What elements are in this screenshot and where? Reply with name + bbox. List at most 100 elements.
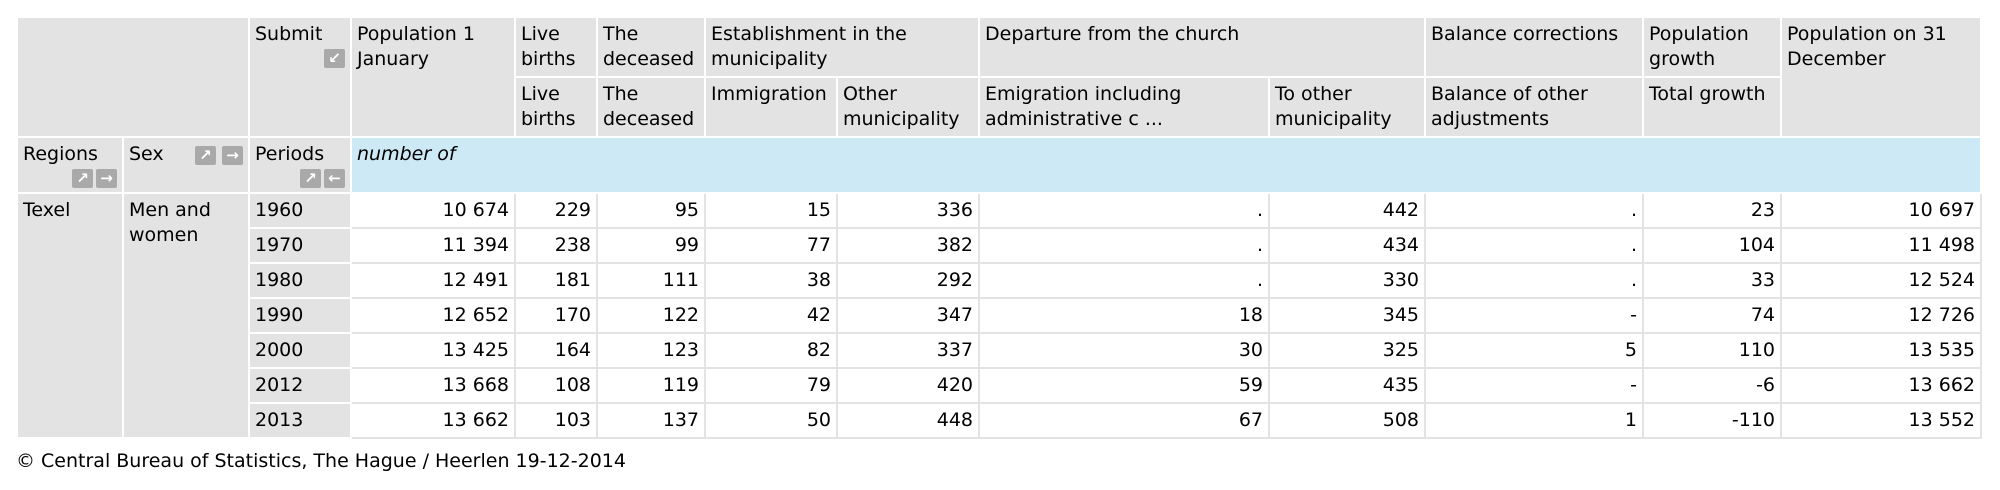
value-cell: 13 662 xyxy=(1780,367,1983,404)
value-cell: 13 668 xyxy=(350,367,516,404)
value-cell: 12 524 xyxy=(1780,262,1983,299)
arrow-right-icon[interactable]: → xyxy=(96,169,117,188)
subcol-deceased[interactable]: The deceased xyxy=(596,76,706,138)
value-cell: 10 697 xyxy=(1780,192,1983,229)
value-cell: 12 726 xyxy=(1780,297,1983,334)
dimension-row: Regions ↗ → Sex ↗ → Periods ↗ ← number o… xyxy=(16,136,1983,194)
value-cell: 18 xyxy=(978,297,1271,334)
value-cell: 325 xyxy=(1268,332,1427,369)
value-cell: 5 xyxy=(1424,332,1645,369)
value-cell: 330 xyxy=(1268,262,1427,299)
collapse-icon[interactable]: ↙ xyxy=(324,49,345,68)
value-cell: 508 xyxy=(1268,402,1427,439)
value-cell: 345 xyxy=(1268,297,1427,334)
value-cell: 59 xyxy=(978,367,1271,404)
value-cell: 420 xyxy=(835,367,981,404)
value-cell: -6 xyxy=(1642,367,1783,404)
value-cell: 104 xyxy=(1642,227,1783,264)
expand-icon[interactable]: ↗ xyxy=(300,169,321,188)
value-cell: 164 xyxy=(514,332,598,369)
copyright-footer: © Central Bureau of Statistics, The Hagu… xyxy=(16,450,626,472)
table-row: 2000 13 425 164 123 82 337 30 325 5 110 … xyxy=(17,332,1983,369)
value-cell: 382 xyxy=(835,227,981,264)
value-cell: 110 xyxy=(1642,332,1783,369)
value-cell: . xyxy=(1424,192,1645,229)
value-cell: 292 xyxy=(835,262,981,299)
value-cell: . xyxy=(978,227,1271,264)
value-cell: 337 xyxy=(835,332,981,369)
value-cell: 448 xyxy=(835,402,981,439)
dim-periods-label: Periods xyxy=(255,143,325,165)
subcol-balance-other-adjustments[interactable]: Balance of other adjustments xyxy=(1424,76,1645,138)
arrow-right-icon[interactable]: → xyxy=(222,146,243,165)
value-cell: 79 xyxy=(704,367,838,404)
value-cell: 82 xyxy=(704,332,838,369)
col-establishment[interactable]: Establishment in the municipality xyxy=(703,16,981,78)
dim-periods-cell: Periods ↗ ← xyxy=(248,136,352,194)
value-cell: 12 652 xyxy=(350,297,516,334)
subcol-emigration[interactable]: Emigration including administrative c ..… xyxy=(978,76,1271,138)
value-cell: 13 535 xyxy=(1780,332,1983,369)
header-row-1: Submit ↙ Population 1 January Live birth… xyxy=(16,16,1983,138)
region-cell: Texel xyxy=(16,192,124,439)
table-row: 2013 13 662 103 137 50 448 67 508 1 -110… xyxy=(17,402,1983,439)
col-departure[interactable]: Departure from the church xyxy=(978,16,1427,78)
col-population-31-december[interactable]: Population on 31 December xyxy=(1780,16,1983,138)
table-row: 1990 12 652 170 122 42 347 18 345 - 74 1… xyxy=(17,297,1983,334)
value-cell: . xyxy=(1424,262,1645,299)
value-cell: 67 xyxy=(978,402,1271,439)
expand-icon[interactable]: ↗ xyxy=(194,146,216,165)
value-cell: 12 491 xyxy=(350,262,516,299)
value-cell: 238 xyxy=(514,227,598,264)
value-cell: 181 xyxy=(514,262,598,299)
table-row: Texel Men and women 1960 10 674 229 95 1… xyxy=(16,192,1983,439)
value-cell: 38 xyxy=(704,262,838,299)
col-balance-corrections[interactable]: Balance corrections xyxy=(1424,16,1645,78)
value-cell: - xyxy=(1424,367,1645,404)
expand-icon[interactable]: ↗ xyxy=(72,169,93,188)
statline-table-container: Submit ↙ Population 1 January Live birth… xyxy=(16,16,1983,439)
value-cell: 11 394 xyxy=(350,227,516,264)
header-row-2: Live births The deceased Immigration Oth… xyxy=(17,76,1981,138)
corner-cell xyxy=(16,16,250,138)
value-cell: 74 xyxy=(1642,297,1783,334)
value-cell: . xyxy=(1424,227,1645,264)
value-cell: 108 xyxy=(514,367,598,404)
col-population-1-january[interactable]: Population 1 January xyxy=(350,16,516,138)
value-cell: 23 xyxy=(1642,192,1783,229)
value-cell: 13 552 xyxy=(1780,402,1983,439)
value-cell: 122 xyxy=(596,297,706,334)
value-cell: 11 498 xyxy=(1780,227,1983,264)
value-cell: . xyxy=(978,262,1271,299)
unit-label: number of xyxy=(349,136,1983,194)
value-cell: - xyxy=(1424,297,1645,334)
col-live-births[interactable]: Live births xyxy=(514,16,598,78)
period-cell: 1960 xyxy=(248,192,352,229)
period-cell: 1990 xyxy=(248,297,352,334)
sex-cell: Men and women xyxy=(122,192,250,439)
value-cell: 111 xyxy=(596,262,706,299)
subcol-immigration[interactable]: Immigration xyxy=(704,76,838,138)
value-cell: 77 xyxy=(704,227,838,264)
subcol-other-municipality[interactable]: Other municipality xyxy=(835,76,981,138)
value-cell: 123 xyxy=(596,332,706,369)
value-cell: 1 xyxy=(1424,402,1645,439)
col-population-growth[interactable]: Population growth xyxy=(1642,16,1783,78)
value-cell: 137 xyxy=(596,402,706,439)
subcol-total-growth[interactable]: Total growth xyxy=(1642,76,1783,138)
table-row: 2012 13 668 108 119 79 420 59 435 - -6 1… xyxy=(17,367,1983,404)
dim-sex-cell: Sex ↗ → xyxy=(122,136,250,194)
value-cell: 442 xyxy=(1268,192,1427,229)
period-cell: 2012 xyxy=(248,367,352,404)
dim-regions-cell: Regions ↗ → xyxy=(16,136,124,194)
value-cell: 10 674 xyxy=(350,192,516,229)
submit-link[interactable]: Submit xyxy=(255,23,323,45)
subcol-to-other-municipality[interactable]: To other municipality xyxy=(1268,76,1427,138)
subcol-live-births[interactable]: Live births xyxy=(514,76,598,138)
period-cell: 2013 xyxy=(248,402,352,439)
col-deceased[interactable]: The deceased xyxy=(596,16,706,78)
value-cell: 347 xyxy=(835,297,981,334)
arrow-left-icon[interactable]: ← xyxy=(324,169,345,188)
submit-cell: Submit ↙ xyxy=(248,16,352,138)
value-cell: 434 xyxy=(1268,227,1427,264)
